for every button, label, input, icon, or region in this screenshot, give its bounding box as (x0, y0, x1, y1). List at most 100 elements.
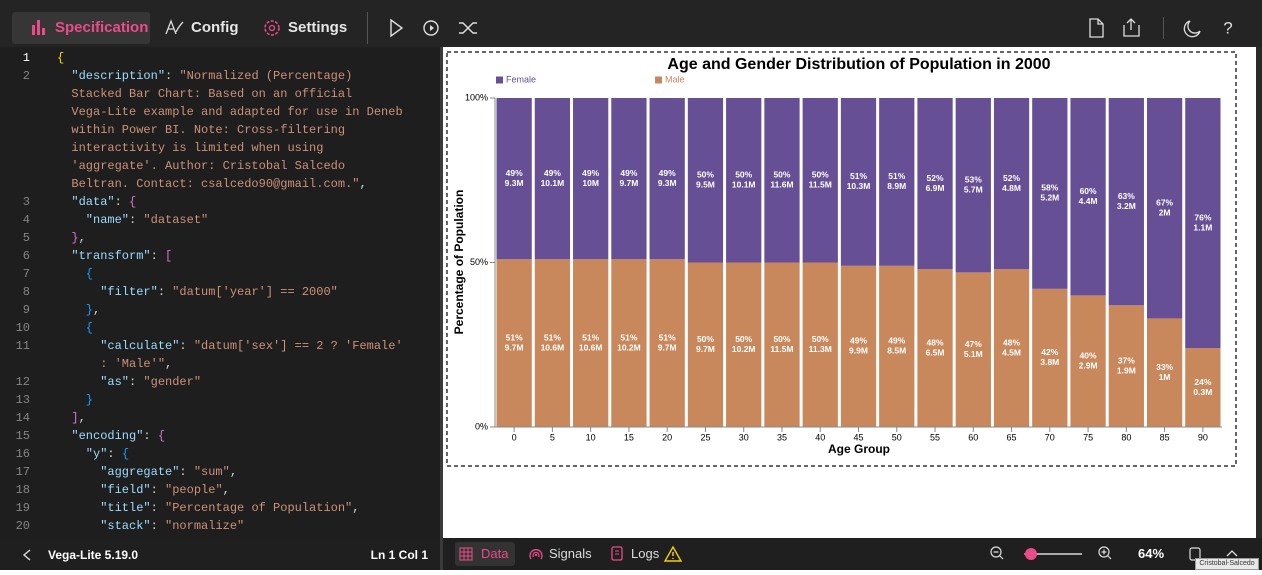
code-token: "Percentage of Population" (165, 501, 353, 515)
data-label: 9.7M (505, 342, 524, 352)
y-tick-label: 100% (465, 92, 488, 102)
data-label: 52% (1003, 173, 1020, 183)
settings-icon (264, 20, 280, 36)
run-icons[interactable] (386, 18, 486, 38)
code-row: 19 "title": "Percentage of Population", (0, 499, 440, 517)
data-label: 48% (1003, 337, 1020, 347)
tab[interactable]: Config (191, 19, 239, 36)
code-line: : 'Male'", (57, 355, 172, 373)
data-label: 50% (773, 334, 790, 344)
data-label: 10.1M (732, 180, 756, 190)
tab[interactable]: Signals (549, 546, 592, 561)
bar-segment (1146, 98, 1183, 319)
data-label: 51% (850, 171, 867, 181)
line-number: 15 (15, 429, 30, 443)
right-icons[interactable]: ? (1086, 17, 1246, 39)
data-label: 37% (1118, 355, 1135, 365)
zoom-controls[interactable] (989, 544, 1119, 564)
bar-segment (1108, 305, 1144, 427)
code-row: 14 ], (0, 409, 440, 427)
code-row: Beltran. Contact: csalcedo90@gmail.com."… (0, 175, 440, 193)
code-token: , (78, 231, 86, 245)
code-token: , (222, 483, 230, 497)
bar-segment (1108, 98, 1144, 306)
code-line: } (57, 391, 93, 409)
line-number: 18 (15, 483, 30, 497)
bar-segment (993, 269, 1030, 427)
code-line: "calculate": "datum['sex'] == 2 ? 'Femal… (57, 337, 403, 355)
bar-segment (1185, 348, 1221, 427)
tab[interactable]: Logs (631, 546, 660, 561)
data-label: 4.5M (1002, 347, 1021, 357)
code-token: { (121, 447, 130, 461)
data-label: 51% (888, 171, 905, 181)
preview-area: Age and Gender Distribution of Populatio… (443, 47, 1256, 538)
y-tick-label: 50% (470, 257, 488, 267)
code-line: "transform": [ (57, 247, 172, 265)
tab[interactable]: Settings (288, 19, 348, 36)
code-token: within Power BI. Note: Cross-filtering (57, 123, 346, 137)
x-tick-label: 65 (1007, 432, 1017, 442)
code-token: "encoding" (57, 429, 144, 443)
bar-segment (687, 98, 724, 263)
data-label: 5.7M (964, 184, 983, 194)
code-row: 11 "calculate": "datum['sex'] == 2 ? 'Fe… (0, 337, 440, 355)
bar-segment (687, 262, 724, 427)
code-row: within Power BI. Note: Cross-filtering (0, 121, 440, 139)
code-token: { (129, 195, 137, 209)
code-row: 15 "encoding": { (0, 427, 440, 445)
chart-frame (446, 51, 1237, 467)
bar-segment (764, 98, 800, 263)
code-line: "encoding": { (57, 427, 165, 445)
code-row: Vega-Lite example and adapted for use in… (0, 103, 440, 121)
code-token: : (150, 501, 166, 515)
data-label: 9.3M (505, 178, 524, 188)
code-token: "aggregate" (57, 465, 180, 479)
tab[interactable]: Data (481, 546, 509, 561)
x-tick-label: 80 (1121, 432, 1131, 442)
code-row: 20 "stack": "normalize" (0, 517, 440, 535)
code-row: Stacked Bar Chart: Based on an official (0, 85, 440, 103)
code-token: : (129, 375, 144, 389)
splitter[interactable] (440, 47, 443, 570)
line-number: 8 (22, 285, 30, 299)
bar-segment (611, 259, 647, 427)
bar-segment (649, 98, 685, 260)
code-token: { (57, 321, 94, 335)
line-number: 14 (15, 411, 30, 425)
line-number: 4 (22, 213, 30, 227)
data-label: 24% (1194, 377, 1211, 387)
code-row: interactivity is limited when using (0, 139, 440, 157)
data-label: 10.3M (847, 181, 871, 191)
data-label: 10.1M (541, 178, 565, 188)
data-label: 52% (927, 173, 944, 183)
code-line: ], (57, 409, 85, 427)
code-row: 13 } (0, 391, 440, 409)
bar-segment (840, 265, 877, 427)
code-token: "description" (57, 69, 166, 83)
code-token: : (150, 249, 166, 263)
code-line: "name": "dataset" (57, 211, 208, 229)
bar-segment (726, 98, 762, 263)
code-editor[interactable]: 1{2 "description": "Normalized (Percenta… (0, 47, 440, 540)
line-number: 6 (22, 249, 30, 263)
code-token: "dataset" (143, 213, 209, 227)
data-label: 1.9M (1117, 365, 1136, 375)
data-label: 51% (620, 332, 637, 342)
y-axis-title: Percentage of Population (452, 190, 466, 335)
collapse-icon[interactable] (21, 548, 33, 562)
data-label: 0.3M (1193, 387, 1212, 397)
code-token: [ (165, 249, 173, 263)
x-axis-title: Age Group (828, 442, 890, 456)
code-token: "data" (57, 195, 115, 209)
code-token: "field" (57, 483, 151, 497)
status-bar: Vega-Lite 5.19.0 Ln 1 Col 1 (0, 540, 440, 570)
code-token: : (150, 483, 166, 497)
code-token: "datum['sex'] == 2 ? 'Female' (193, 339, 403, 353)
chart-title: Age and Gender Distribution of Populatio… (667, 56, 1050, 73)
code-line: Vega-Lite example and adapted for use in… (57, 103, 402, 121)
tab[interactable]: Specification (55, 19, 149, 36)
code-line: Beltran. Contact: csalcedo90@gmail.com."… (57, 175, 366, 193)
data-label: 63% (1118, 191, 1135, 201)
x-tick-label: 40 (815, 432, 825, 442)
